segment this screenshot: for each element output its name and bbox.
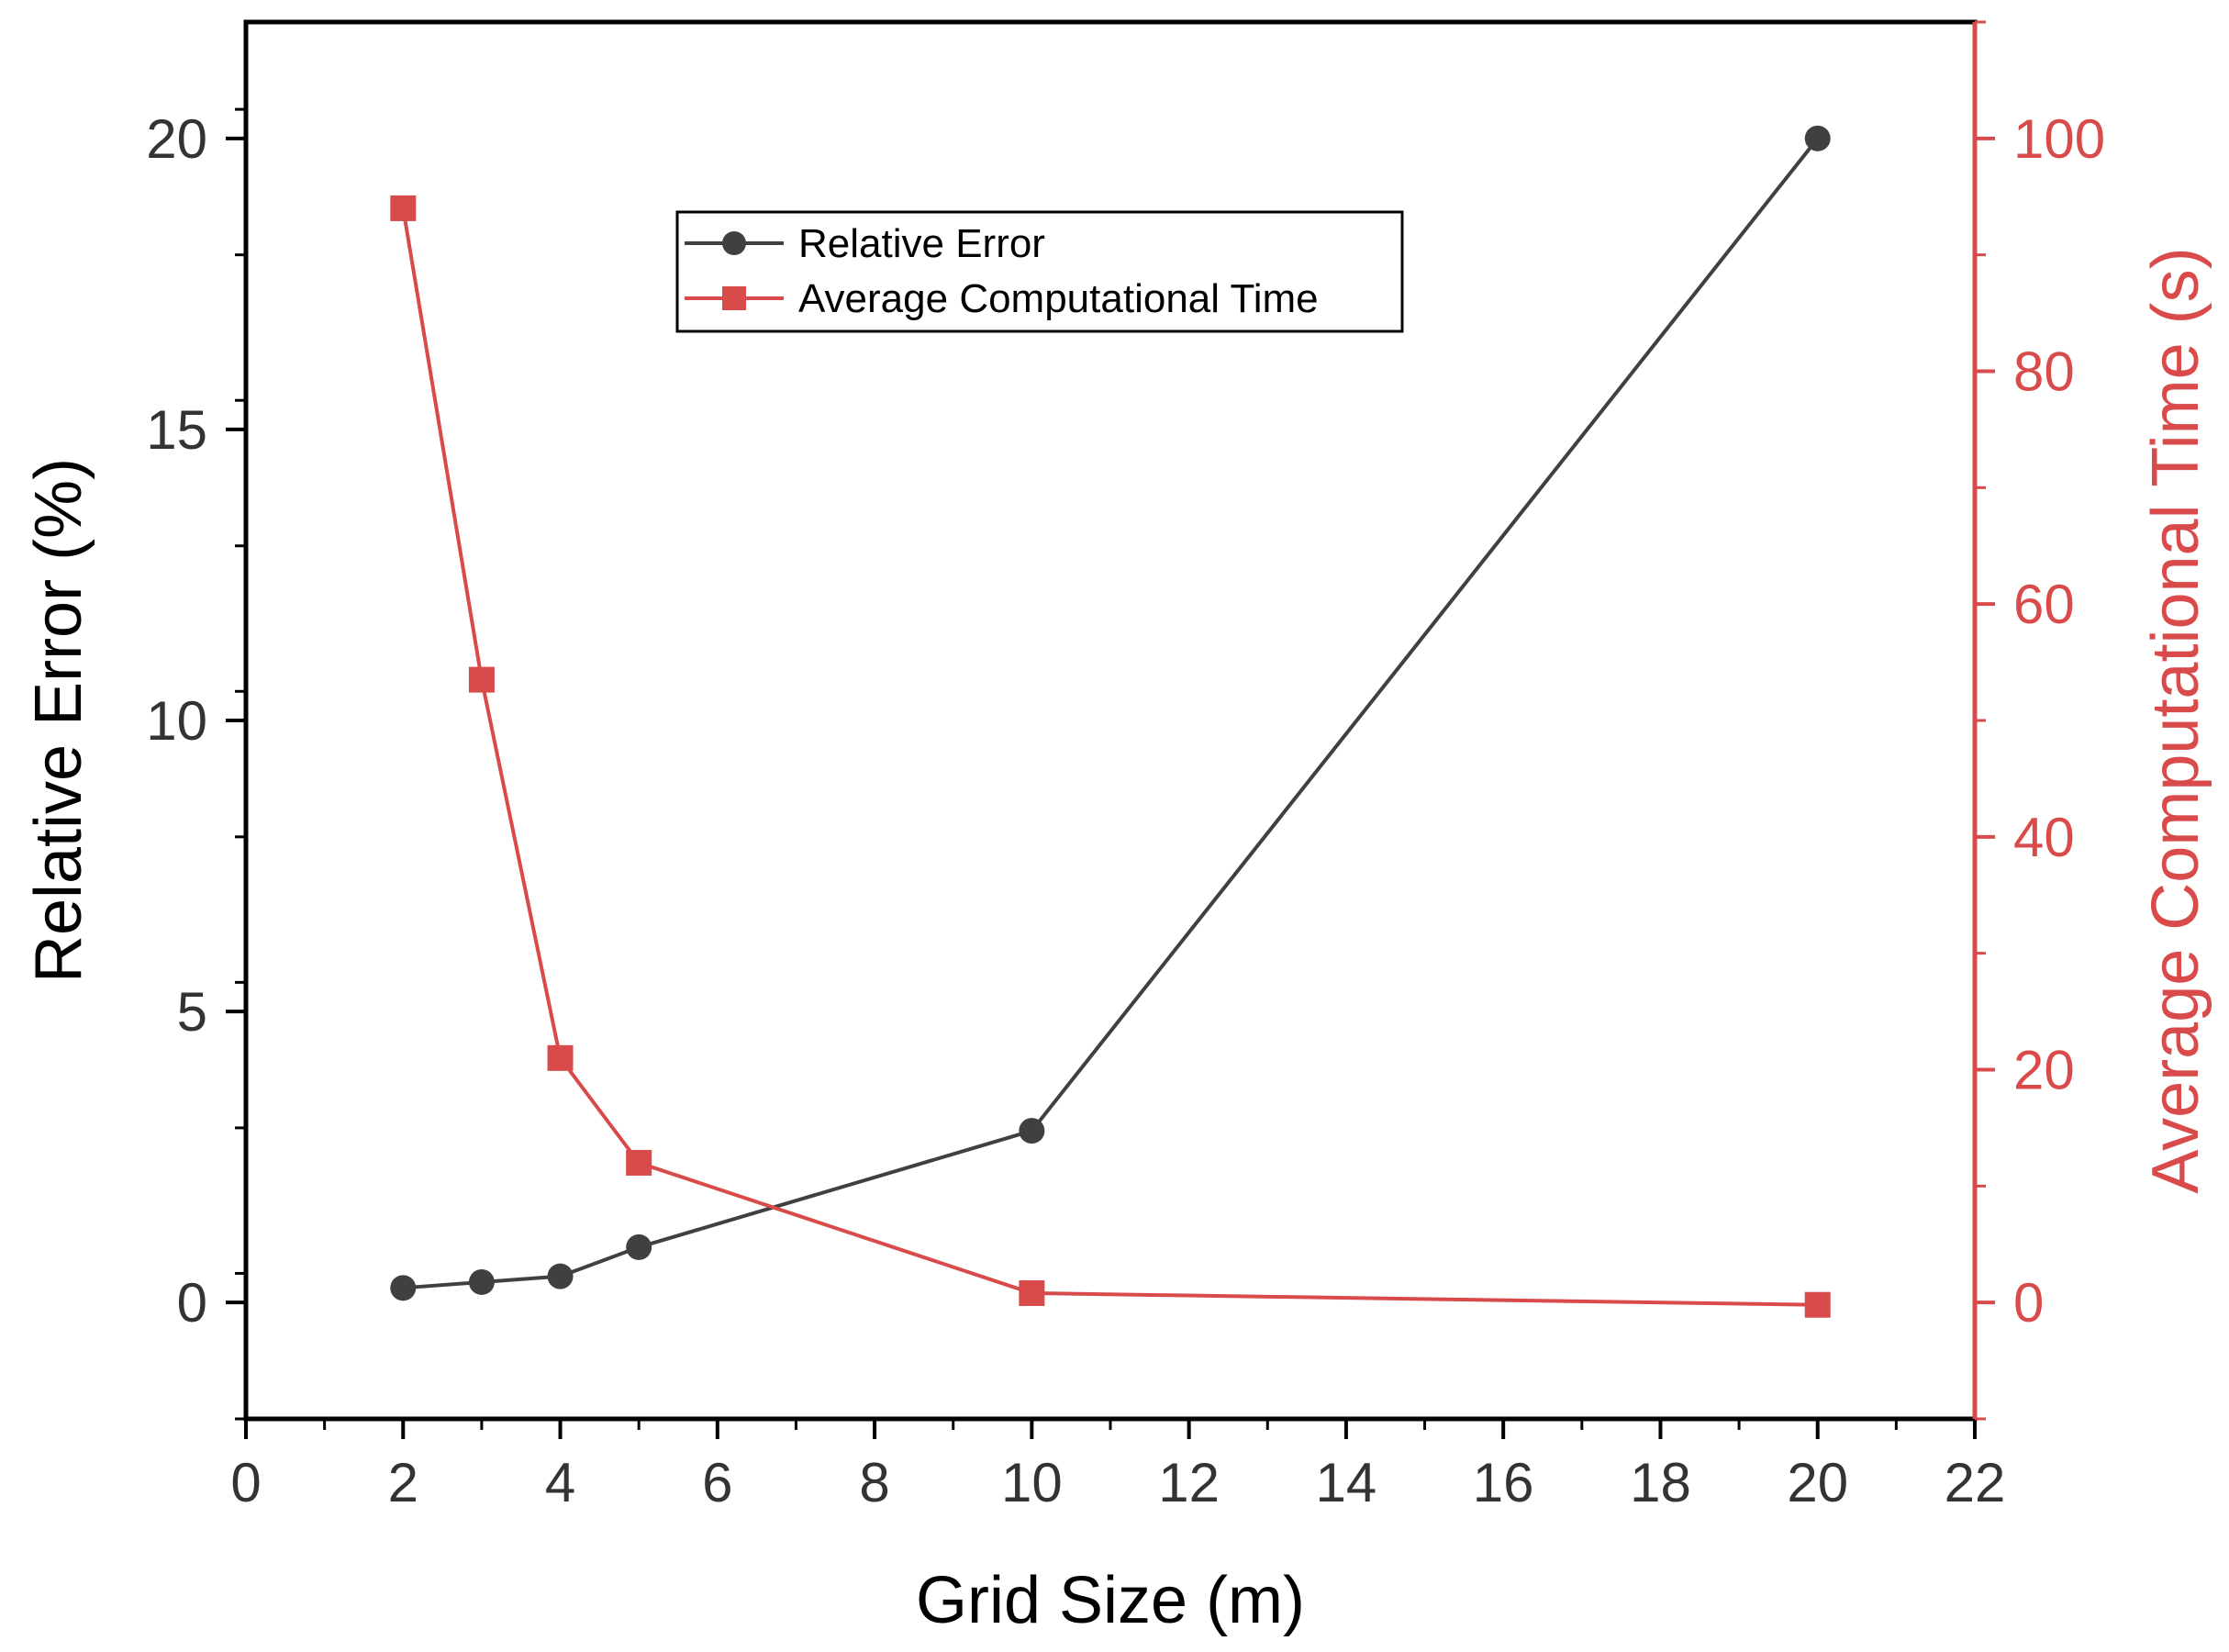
right-axis-label: Average Computational Time (s): [2139, 247, 2212, 1193]
series-layer: [390, 125, 1831, 1318]
series-line-relative-error: [403, 137, 1820, 1290]
relative-error-point: [626, 1233, 652, 1260]
x-tick-label: 2: [388, 1452, 418, 1513]
x-tick-label: 20: [1787, 1452, 1848, 1513]
legend: Relative Error Average Computational Tim…: [675, 210, 1404, 333]
left-axis-label: Relative Error (%): [22, 458, 95, 983]
y-right-tick-label: 20: [2013, 1040, 2075, 1101]
relative-error-point: [390, 1275, 417, 1301]
legend-marker-computational-time: [722, 286, 746, 310]
y-right-tick-label: 0: [2013, 1272, 2044, 1334]
x-tick-label: 22: [1945, 1452, 2006, 1513]
relative-error-point: [547, 1263, 574, 1289]
legend-label-computational-time: Average Computational Time: [798, 276, 1319, 321]
left-axis-ticks: 0 5 10 15 20: [146, 107, 246, 1421]
x-tick-label: 14: [1316, 1452, 1377, 1513]
x-tick-label: 8: [859, 1452, 889, 1513]
relative-error-point: [1019, 1118, 1045, 1144]
relative-error-point: [1804, 125, 1831, 151]
relative-error-point: [468, 1268, 495, 1295]
x-tick-label: 12: [1158, 1452, 1220, 1513]
y-right-tick-label: 100: [2013, 108, 2105, 170]
legend-marker-relative-error: [722, 231, 746, 255]
computational-time-point: [1804, 1291, 1831, 1318]
x-tick-label: 16: [1473, 1452, 1534, 1513]
y-left-tick-label: 15: [146, 399, 207, 461]
y-left-tick-label: 10: [146, 690, 207, 752]
x-tick-label: 4: [545, 1452, 575, 1513]
legend-box: [675, 210, 1404, 333]
y-left-tick-label: 5: [177, 981, 207, 1043]
y-right-tick-label: 80: [2013, 341, 2075, 403]
computational-time-point: [468, 666, 495, 693]
x-tick-label: 10: [1001, 1452, 1063, 1513]
y-right-tick-label: 60: [2013, 574, 2075, 635]
x-axis-label: Grid Size (m): [916, 1564, 1305, 1637]
x-tick-label: 18: [1630, 1452, 1691, 1513]
legend-label-relative-error: Relative Error: [798, 221, 1045, 266]
y-left-tick-label: 0: [177, 1272, 207, 1334]
y-right-tick-label: 40: [2013, 807, 2075, 868]
computational-time-point: [1019, 1280, 1045, 1307]
computational-time-point: [626, 1149, 652, 1176]
right-axis-ticks: 0 20 40 60 80 100: [1975, 20, 2105, 1421]
y-left-tick-label: 20: [146, 108, 207, 170]
computational-time-point: [390, 195, 417, 221]
series-line-computational-time: [401, 207, 1818, 1307]
x-axis-ticks: 0 2 4 6 8 10 12 14 16 18 20 22: [230, 1419, 2005, 1513]
x-tick-label: 0: [230, 1452, 261, 1513]
computational-time-point: [547, 1044, 574, 1071]
x-tick-label: 6: [702, 1452, 732, 1513]
